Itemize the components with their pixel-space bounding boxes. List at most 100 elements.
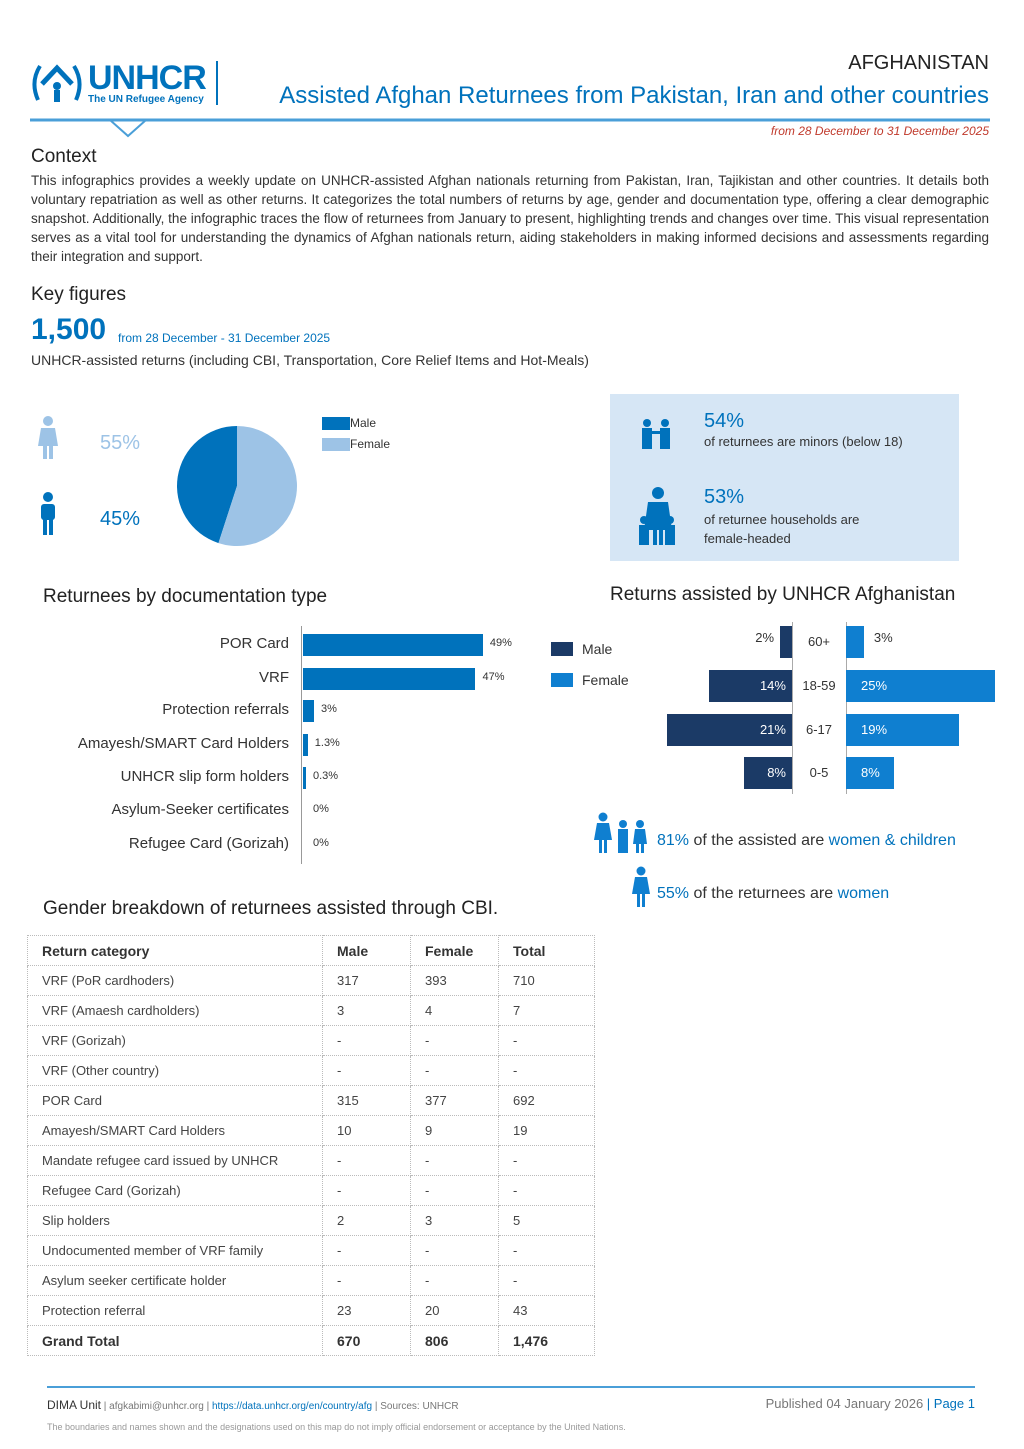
pyramid-title: Returns assisted by UNHCR Afghanistan	[610, 584, 956, 605]
table-cell: Grand Total	[27, 1325, 323, 1356]
table-cell: -	[410, 1055, 499, 1086]
male-icon	[41, 492, 55, 535]
female-bar	[846, 714, 960, 746]
doc-category-label: VRF	[259, 669, 289, 686]
footer-url-link[interactable]: https://data.unhcr.org/en/country/afg	[211, 1401, 373, 1412]
table-title: Gender breakdown of returnees assisted t…	[43, 898, 499, 919]
table-cell: -	[322, 1025, 411, 1056]
table-cell: 23	[322, 1295, 411, 1326]
doc-axis-line	[301, 626, 302, 864]
table-cell: -	[410, 1175, 499, 1206]
footer-credits: DIMA Unit | afgkabimi@unhcr.org | https:…	[47, 1398, 459, 1412]
age-group-label: 0-5	[809, 765, 829, 780]
female-pct: 55%	[100, 432, 141, 454]
context-heading: Context	[31, 146, 97, 167]
table-cell: 692	[498, 1085, 595, 1116]
unhcr-logo: UNHCR The UN Refugee Agency	[30, 60, 218, 106]
age-group-label: 60+	[807, 634, 831, 649]
table-cell: 43	[498, 1295, 595, 1326]
table-cell: 2	[322, 1205, 411, 1236]
female-icon	[38, 416, 58, 459]
female-bar	[846, 757, 894, 789]
context-body: This infographics provides a weekly upda…	[31, 173, 989, 264]
female-headed-household-icon	[639, 487, 675, 545]
male-bar	[744, 757, 792, 789]
table-cell: VRF (Gorizah)	[27, 1025, 323, 1056]
table-cell: -	[410, 1025, 499, 1056]
table-cell: 4	[410, 995, 499, 1026]
table-cell: POR Card	[27, 1085, 323, 1116]
table-cell: 10	[322, 1115, 411, 1146]
table-cell: Undocumented member of VRF family	[27, 1235, 323, 1266]
doc-category-label: Asylum-Seeker certificates	[111, 801, 289, 818]
doc-bar	[303, 668, 476, 690]
doc-value-label: 1.3%	[314, 737, 340, 749]
table-cell: 9	[410, 1115, 499, 1146]
table-cell: VRF (Amaesh cardholders)	[27, 995, 323, 1026]
key-description: UNHCR-assisted returns (including CBI, T…	[31, 352, 589, 368]
table-cell: -	[322, 1055, 411, 1086]
minors-pct: 54%	[704, 410, 745, 432]
table-cell: -	[322, 1235, 411, 1266]
male-value-label: 8%	[767, 765, 786, 780]
table-cell: -	[498, 1175, 595, 1206]
pie-slice-female	[218, 426, 297, 546]
table-cell: 3	[410, 1205, 499, 1236]
table-row: Protection referral 23 20 43	[27, 1295, 595, 1326]
table-cell: 670	[322, 1325, 411, 1356]
table-cell: 393	[410, 965, 499, 996]
female-headed-text: of returnee households are female-headed	[704, 512, 860, 546]
table-cell: 20	[410, 1295, 499, 1326]
table-row: Slip holders 2 3 5	[27, 1205, 595, 1236]
table-cell: -	[498, 1265, 595, 1296]
table-cell: 315	[322, 1085, 411, 1116]
table-row: VRF (Amaesh cardholders) 3 4 7	[27, 995, 595, 1026]
female-value-label: 3%	[873, 630, 893, 645]
women-children-icon	[594, 812, 647, 853]
female-bar	[846, 670, 995, 702]
female-value-label: 8%	[861, 765, 880, 780]
table-cell: Protection referral	[27, 1295, 323, 1326]
footer-email-link[interactable]: | afgkabimi@unhcr.org |	[103, 1401, 210, 1412]
table-header-row: Return category Male Female Total	[27, 935, 595, 966]
table-row: Grand Total 670 806 1,476	[27, 1325, 595, 1356]
key-figures-heading: Key figures	[31, 284, 127, 305]
male-value-label: 2%	[755, 630, 775, 645]
table-cell: 3	[322, 995, 411, 1026]
woman-icon	[632, 866, 650, 907]
doc-bar	[303, 634, 483, 656]
female-bar	[846, 626, 864, 658]
legend-female: Female	[322, 437, 390, 451]
doc-value-label: 0%	[313, 837, 329, 849]
table-row: Refugee Card (Gorizah) - - -	[27, 1175, 595, 1206]
male-value-label: 14%	[759, 678, 786, 693]
table-row: VRF (Gorizah) - - -	[27, 1025, 595, 1056]
header-divider	[30, 118, 990, 138]
doc-bar	[303, 767, 306, 789]
table-row: VRF (Other country) - - -	[27, 1055, 595, 1086]
doc-value-label: 0.3%	[313, 770, 339, 782]
male-pct: 45%	[100, 508, 141, 530]
children-icon	[642, 419, 670, 449]
doc-chart-title: Returnees by documentation type	[43, 586, 328, 607]
table-cell: 710	[498, 965, 595, 996]
doc-category-label: Protection referrals	[162, 701, 289, 718]
doc-value-label: 47%	[482, 671, 505, 683]
table-cell: -	[410, 1145, 499, 1176]
gender-pie-chart	[176, 426, 297, 546]
table-cell: 806	[410, 1325, 499, 1356]
table-row: Mandate refugee card issued by UNHCR - - -	[27, 1145, 595, 1176]
table-cell: -	[498, 1025, 595, 1056]
women-stat: 55% of the returnees are women	[657, 885, 890, 902]
table-cell: Amayesh/SMART Card Holders	[27, 1115, 323, 1146]
pie-slice-male	[176, 426, 237, 544]
doc-category-label: Amayesh/SMART Card Holders	[77, 735, 289, 752]
page-title: Assisted Afghan Returnees from Pakistan,…	[279, 82, 989, 109]
table-row: Amayesh/SMART Card Holders 10 9 19	[27, 1115, 595, 1146]
minors-text: of returnees are minors (below 18)	[704, 434, 903, 449]
women-children-stat: 81% of the assisted are women & children	[657, 832, 956, 849]
table-cell: -	[498, 1055, 595, 1086]
table-cell: -	[322, 1175, 411, 1206]
female-value-label: 19%	[861, 722, 888, 737]
footer-disclaimer: The boundaries and names shown and the d…	[47, 1422, 626, 1432]
